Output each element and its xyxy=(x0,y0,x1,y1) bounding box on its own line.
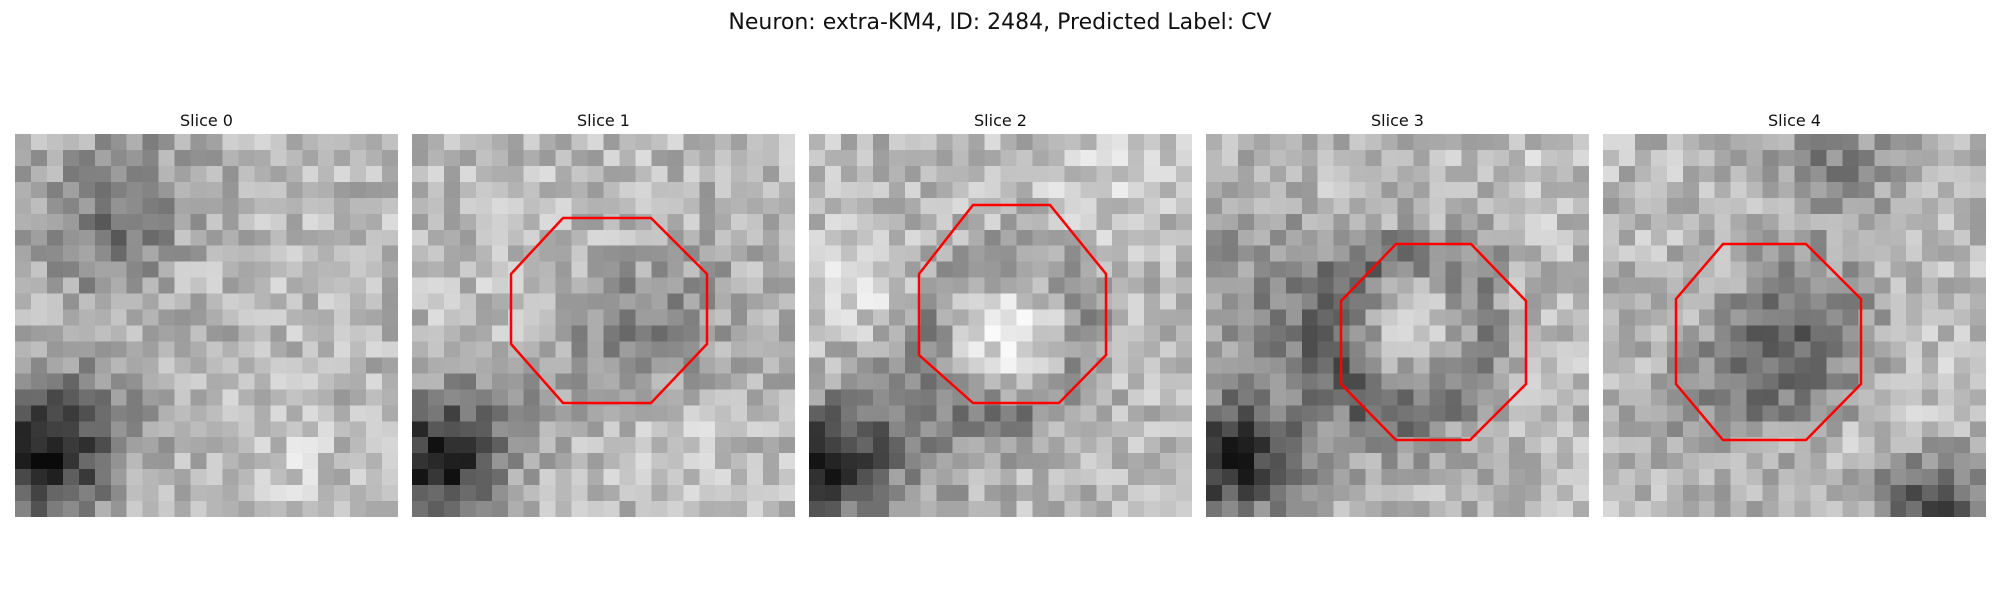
slice-panel-0: Slice 0 xyxy=(15,108,398,517)
slice-title: Slice 4 xyxy=(1768,111,1821,130)
microscopy-slice-image xyxy=(809,134,1192,517)
microscopy-slice-image xyxy=(1603,134,1986,517)
slice-panel-4: Slice 4 xyxy=(1603,108,1986,517)
slice-panel-3: Slice 3 xyxy=(1206,108,1589,517)
figure-title: Neuron: extra-KM4, ID: 2484, Predicted L… xyxy=(728,10,1272,35)
slice-title: Slice 3 xyxy=(1371,111,1424,130)
slice-title: Slice 2 xyxy=(974,111,1027,130)
microscopy-slice-image xyxy=(1206,134,1589,517)
slice-title: Slice 0 xyxy=(180,111,233,130)
slice-title: Slice 1 xyxy=(577,111,630,130)
microscopy-slice-image xyxy=(15,134,398,517)
slice-panel-2: Slice 2 xyxy=(809,108,1192,517)
slice-panel-1: Slice 1 xyxy=(412,108,795,517)
microscopy-slice-image xyxy=(412,134,795,517)
